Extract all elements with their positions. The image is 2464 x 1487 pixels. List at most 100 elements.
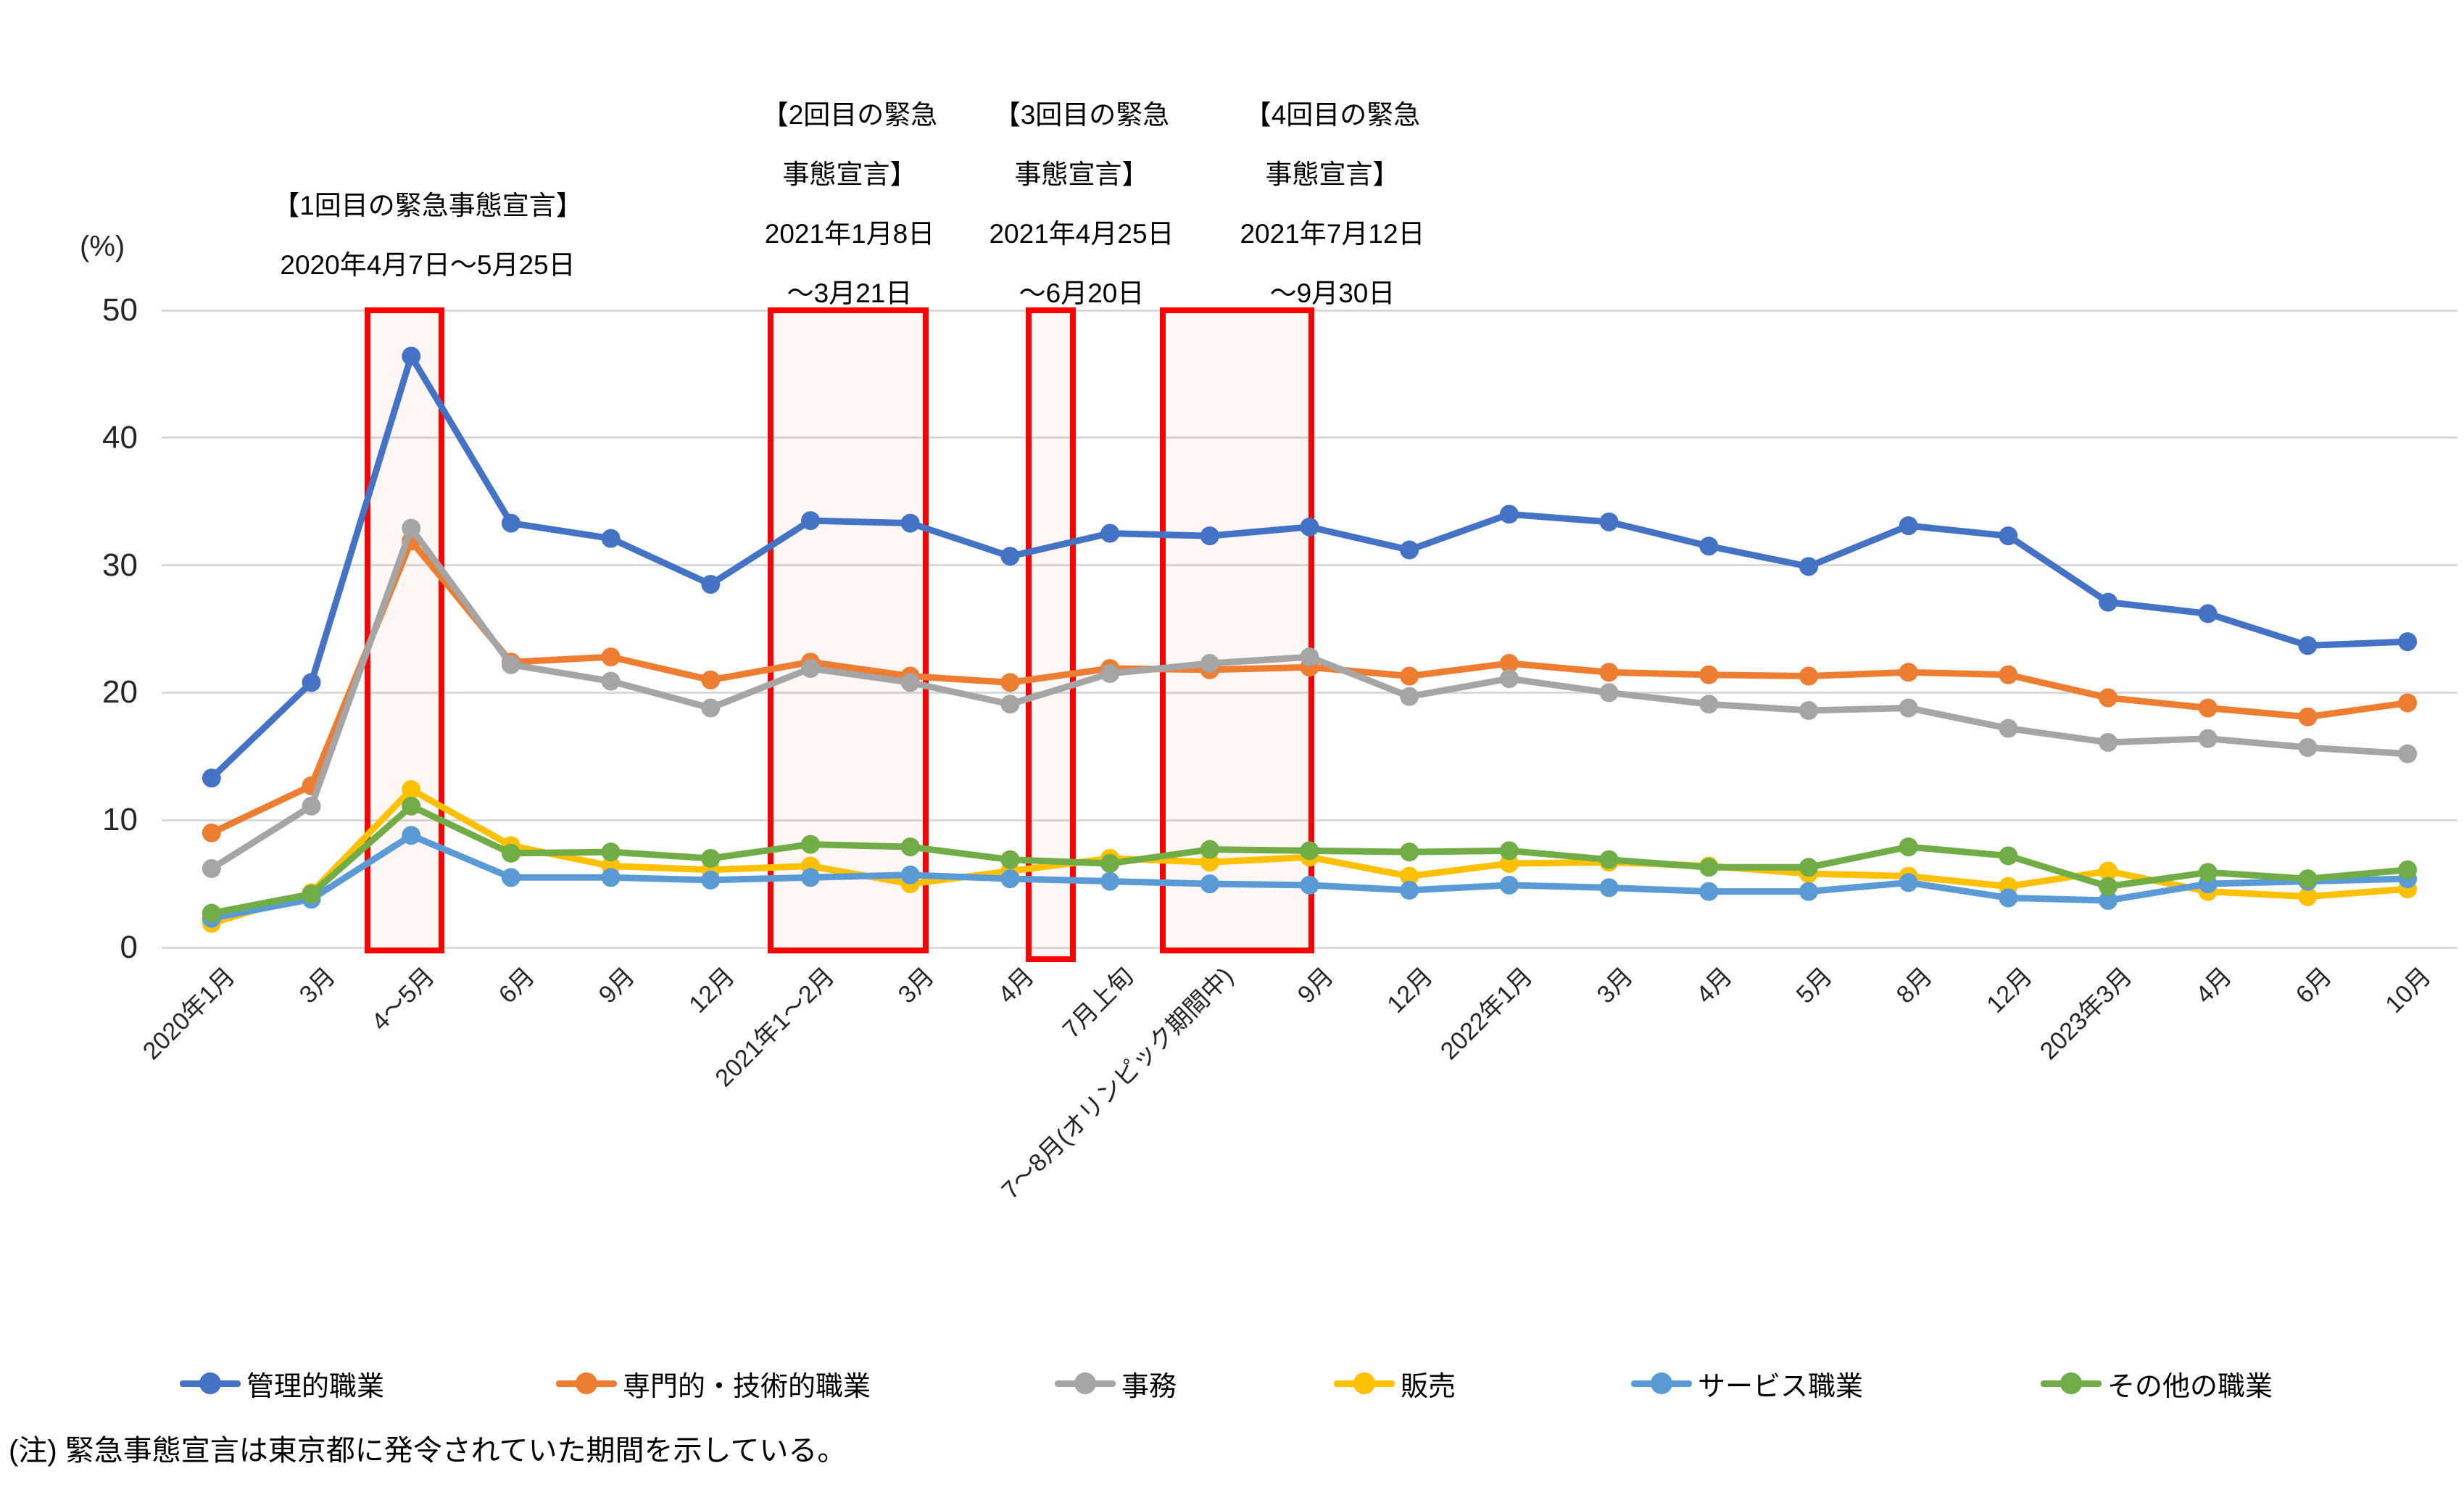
series-marker xyxy=(1499,653,1519,673)
series-marker xyxy=(601,868,621,887)
series-marker xyxy=(1200,874,1219,894)
legend-label: その他の職業 xyxy=(2107,1371,2273,1402)
y-axis-tick-label: 20 xyxy=(102,674,138,711)
series-marker xyxy=(1799,858,1818,877)
legend-marker xyxy=(180,1372,241,1394)
series-marker xyxy=(1400,666,1419,686)
series-marker xyxy=(900,865,920,885)
series-marker xyxy=(900,837,920,857)
legend-item-5: その他の職業 xyxy=(2041,1366,2273,1402)
annotation-line: 2021年7月12日 xyxy=(1240,219,1425,249)
series-marker xyxy=(1699,858,1719,877)
series-marker xyxy=(1000,695,1020,714)
y-axis-tick-label: 0 xyxy=(120,929,138,965)
series-marker xyxy=(801,511,821,531)
series-marker xyxy=(2099,877,2118,896)
legend-item-0: 管理的職業 xyxy=(180,1366,385,1402)
series-marker xyxy=(2398,632,2418,652)
series-marker xyxy=(1300,647,1319,667)
series-marker xyxy=(1599,850,1619,869)
series-marker xyxy=(1599,683,1619,703)
declaration-2-label: 【2回目の緊急 事態宣言】 2021年1月8日 ～3月21日 xyxy=(762,86,938,323)
annotation-line: 【2回目の緊急 xyxy=(761,100,938,130)
series-marker xyxy=(1400,880,1419,900)
series-marker xyxy=(801,868,821,887)
series-marker xyxy=(1000,673,1020,692)
annotation-line: 2020年4月7日～5月25日 xyxy=(280,250,576,280)
series-marker xyxy=(601,842,621,862)
series-marker xyxy=(1499,505,1519,524)
series-marker xyxy=(1200,653,1219,673)
series-marker xyxy=(1300,841,1319,861)
annotation-line: ～9月30日 xyxy=(1269,278,1395,308)
series-marker xyxy=(1499,875,1519,895)
legend-label: 管理的職業 xyxy=(246,1371,385,1402)
series-marker xyxy=(1200,526,1219,546)
series-marker xyxy=(1899,698,1918,718)
series-marker xyxy=(701,848,721,868)
series-marker xyxy=(1899,516,1918,536)
series-marker xyxy=(1300,517,1319,537)
series-marker xyxy=(2398,860,2418,879)
series-marker xyxy=(1599,878,1619,898)
legend-item-3: 販売 xyxy=(1334,1366,1456,1402)
series-marker xyxy=(2298,636,2318,655)
legend-item-4: サービス職業 xyxy=(1631,1366,1863,1402)
series-marker xyxy=(302,796,321,816)
series-marker xyxy=(1999,718,2018,738)
series-marker xyxy=(1799,557,1818,576)
series-marker xyxy=(202,903,221,923)
annotation-line: 事態宣言】 xyxy=(1265,160,1400,189)
series-marker xyxy=(2398,693,2418,713)
annotation-line: ～3月21日 xyxy=(787,278,913,308)
y-axis-tick-label: 50 xyxy=(102,292,138,328)
y-axis-tick-label: 10 xyxy=(102,802,138,838)
series-marker xyxy=(1400,540,1419,560)
series-marker xyxy=(900,513,920,533)
legend-marker-dot xyxy=(576,1372,597,1394)
legend-marker-dot xyxy=(1074,1372,1096,1394)
series-marker xyxy=(601,671,621,691)
legend-marker-dot xyxy=(1651,1372,1672,1394)
series-marker xyxy=(2198,729,2218,748)
y-axis-unit-label: (%) xyxy=(80,231,125,262)
series-marker xyxy=(501,843,520,863)
series-marker xyxy=(1699,695,1719,714)
series-marker xyxy=(701,698,721,718)
series-marker xyxy=(2298,869,2318,889)
series-marker xyxy=(1899,837,1918,857)
series-marker xyxy=(2298,887,2318,906)
declaration-4-label: 【4回目の緊急 事態宣言】 2021年7月12日 ～9月30日 xyxy=(1240,86,1424,323)
emergency-2-box xyxy=(767,307,929,953)
series-marker xyxy=(1499,841,1519,861)
annotation-line: 【4回目の緊急 xyxy=(1244,100,1421,130)
series-marker xyxy=(1799,882,1818,901)
footnote: (注) 緊急事態宣言は東京都に発令されていた期間を示している。 xyxy=(9,1435,847,1467)
series-marker xyxy=(501,868,520,887)
series-marker xyxy=(402,796,421,816)
annotation-line: 事態宣言】 xyxy=(782,160,917,189)
series-marker xyxy=(2099,732,2118,752)
series-marker xyxy=(1499,669,1519,689)
series-marker xyxy=(1300,875,1319,895)
series-marker xyxy=(1100,871,1120,891)
series-marker xyxy=(1699,537,1719,556)
series-marker xyxy=(701,670,721,689)
series-marker xyxy=(1000,869,1020,889)
series-marker xyxy=(202,859,221,879)
series-marker xyxy=(1100,664,1120,684)
series-marker xyxy=(1799,701,1818,721)
legend-marker-dot xyxy=(199,1372,221,1394)
series-marker xyxy=(2099,890,2118,910)
y-axis-tick-label: 30 xyxy=(102,547,138,583)
series-marker xyxy=(1400,842,1419,862)
legend: 管理的職業 専門的・技術的職業 事務 販売 サービス職業 その他の職業 xyxy=(0,1366,2464,1402)
series-marker xyxy=(801,658,821,678)
annotation-line: 2021年1月8日 xyxy=(764,219,935,249)
series-line-0 xyxy=(208,352,2411,782)
series-marker xyxy=(2198,604,2218,624)
annotation-line: 2021年4月25日 xyxy=(989,219,1174,249)
emergency-3-box xyxy=(1026,307,1077,962)
